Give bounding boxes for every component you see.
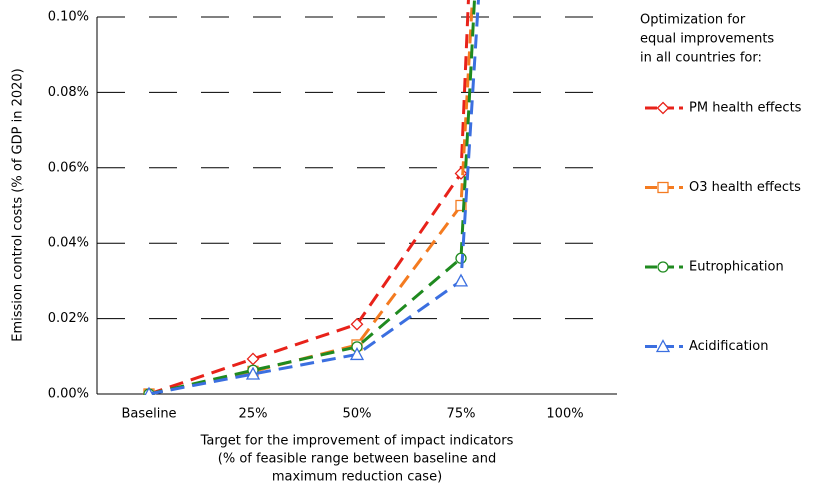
y-tick-label: 0.00% <box>48 387 89 402</box>
marker <box>455 199 467 212</box>
legend-marker <box>657 181 669 194</box>
x-axis-title: maximum reduction case) <box>272 470 442 485</box>
marker <box>453 273 469 287</box>
x-tick-label: 100% <box>546 407 583 422</box>
y-tick-label: 0.02% <box>48 311 89 326</box>
series-line <box>148 0 480 395</box>
legend-label: Acidification <box>689 339 769 354</box>
legend-title: equal improvements <box>640 32 774 47</box>
y-axis-title: Emission control costs (% of GDP in 2020… <box>11 68 26 341</box>
legend-title: Optimization for <box>640 13 746 28</box>
legend-marker <box>656 101 670 115</box>
x-axis-title: (% of feasible range between baseline an… <box>218 452 496 467</box>
y-tick-label: 0.08% <box>48 85 89 100</box>
x-tick-label: Baseline <box>121 407 176 422</box>
y-tick-label: 0.10% <box>48 10 89 25</box>
x-tick-label: 25% <box>239 407 268 422</box>
x-axis-title: Target for the improvement of impact ind… <box>200 434 514 449</box>
legend-marker <box>655 339 671 353</box>
y-tick-label: 0.04% <box>48 236 89 251</box>
legend-marker <box>657 261 669 273</box>
marker <box>246 352 260 366</box>
legend-label: PM health effects <box>689 101 802 116</box>
x-tick-label: 50% <box>343 407 372 422</box>
legend-label: Eutrophication <box>689 260 784 275</box>
legend-title: in all countries for: <box>640 51 762 66</box>
marker <box>349 347 365 361</box>
series-line <box>148 0 470 395</box>
x-tick-label: 75% <box>447 407 476 422</box>
marker <box>144 386 154 395</box>
marker <box>245 366 261 380</box>
marker <box>350 317 364 331</box>
plot-area <box>142 0 480 395</box>
series-line <box>148 0 474 395</box>
y-tick-label: 0.06% <box>48 160 89 175</box>
legend-label: O3 health effects <box>689 180 801 195</box>
series-line <box>148 0 476 395</box>
